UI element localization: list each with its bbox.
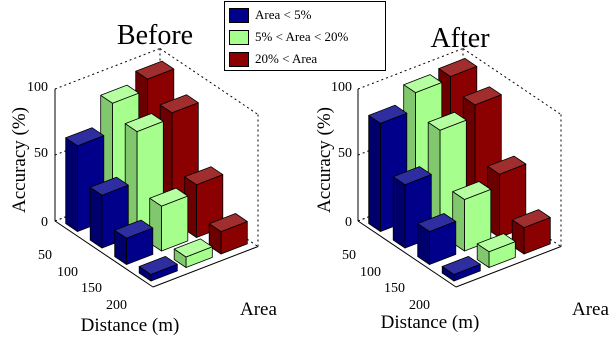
legend-label-large-area: 20% < Area bbox=[255, 51, 318, 66]
x-tick-150-after: 150 bbox=[384, 281, 405, 296]
bar-side-face bbox=[392, 176, 406, 249]
bar-after-s1-d200 bbox=[476, 233, 516, 268]
back-top-grid bbox=[54, 48, 161, 90]
legend-label-medium-area: 5% < Area < 20% bbox=[255, 29, 349, 44]
bars-after bbox=[368, 58, 551, 282]
bar-top-face bbox=[452, 181, 492, 200]
bar-top-face bbox=[184, 166, 224, 186]
x-tick-50-after: 50 bbox=[342, 248, 356, 263]
bars-before bbox=[65, 60, 248, 282]
x-tick-100-after: 100 bbox=[360, 265, 381, 280]
bar-top-face bbox=[173, 238, 213, 258]
bar-top-face bbox=[159, 94, 199, 114]
bar-top-face bbox=[462, 86, 502, 106]
bar-top-face bbox=[427, 111, 467, 131]
bar-top-face bbox=[438, 58, 478, 77]
bar-top-face bbox=[65, 127, 105, 147]
bar-after-s0-d50 bbox=[368, 104, 408, 232]
legend-swatch-small-area bbox=[229, 7, 249, 23]
chart-title-after: After bbox=[430, 23, 490, 54]
bar-before-s0-d200 bbox=[138, 255, 178, 282]
bar-before-s1-d150 bbox=[149, 187, 189, 252]
chart-title-before: Before bbox=[117, 20, 193, 51]
x-axis-label-after: Distance (m) bbox=[381, 312, 480, 333]
x-axis-label-before: Distance (m) bbox=[81, 315, 180, 336]
z-tick-100-before: 100 bbox=[27, 80, 48, 95]
legend-item-large-area: 20% < Area bbox=[229, 49, 317, 69]
bar-after-s2-d200 bbox=[511, 209, 551, 255]
bar-top-face bbox=[511, 209, 551, 229]
bar-top-face bbox=[208, 213, 248, 233]
x-tick-150-before: 150 bbox=[81, 281, 102, 296]
z-tick-0-before: 0 bbox=[41, 215, 48, 230]
bar-top-face bbox=[100, 84, 140, 104]
x-tick-200-before: 200 bbox=[106, 298, 127, 313]
z-axis-label-before: Accuracy (%) bbox=[9, 107, 30, 213]
z-axis-label-after: Accuracy (%) bbox=[314, 107, 335, 213]
bar-top-face bbox=[476, 233, 516, 253]
bar-side-face bbox=[368, 115, 381, 232]
z-tick-100-after: 100 bbox=[331, 80, 352, 95]
bar-before-s0-d150 bbox=[114, 219, 154, 265]
bar-top-face bbox=[149, 187, 189, 207]
y-axis-label-before: Area bbox=[240, 299, 277, 320]
bar-before-s1-d200 bbox=[173, 238, 213, 268]
back-top-grid bbox=[357, 48, 464, 90]
x-tick-50-before: 50 bbox=[38, 248, 52, 263]
bar-top-face bbox=[89, 176, 129, 196]
panel-after: After Accuracy (%) Distance (m) Area 0 5… bbox=[314, 23, 609, 333]
bar-after-s1-d150 bbox=[452, 181, 492, 252]
legend-item-small-area: Area < 5% bbox=[229, 5, 311, 25]
x-axis-line bbox=[357, 220, 457, 288]
y-axis-label-after: Area bbox=[572, 299, 609, 320]
z-tick-0-after: 0 bbox=[345, 215, 352, 230]
bar-top-face bbox=[392, 166, 432, 186]
bar-top-face bbox=[441, 255, 481, 275]
bar-top-face bbox=[114, 219, 154, 239]
panel-before: Before Accuracy (%) Distance (m) Area 0 … bbox=[9, 20, 277, 336]
bar-top-face bbox=[417, 213, 457, 232]
bar-after-s0-d200 bbox=[441, 255, 481, 282]
bar-top-face bbox=[124, 113, 164, 133]
bar-side-face bbox=[65, 137, 78, 232]
legend: Area < 5% 5% < Area < 20% 20% < Area bbox=[224, 1, 386, 71]
x-axis-line bbox=[54, 220, 154, 288]
bar-top-face bbox=[487, 155, 527, 175]
y-axis-line bbox=[455, 246, 562, 288]
z-tick-50-before: 50 bbox=[34, 146, 48, 161]
x-tick-100-before: 100 bbox=[57, 265, 78, 280]
bar-after-s0-d150 bbox=[417, 213, 457, 265]
legend-swatch-large-area bbox=[229, 51, 249, 67]
y-axis-line bbox=[152, 246, 259, 288]
z-tick-50-after: 50 bbox=[338, 146, 352, 161]
legend-item-medium-area: 5% < Area < 20% bbox=[229, 27, 348, 47]
x-tick-200-after: 200 bbox=[409, 298, 430, 313]
bar-side-face bbox=[89, 186, 103, 249]
bar-top-face bbox=[138, 255, 178, 275]
bar-top-face bbox=[135, 60, 175, 80]
bar-top-face bbox=[403, 74, 443, 93]
legend-label-small-area: Area < 5% bbox=[255, 7, 312, 22]
legend-swatch-medium-area bbox=[229, 29, 249, 45]
bar-top-face bbox=[368, 104, 408, 124]
